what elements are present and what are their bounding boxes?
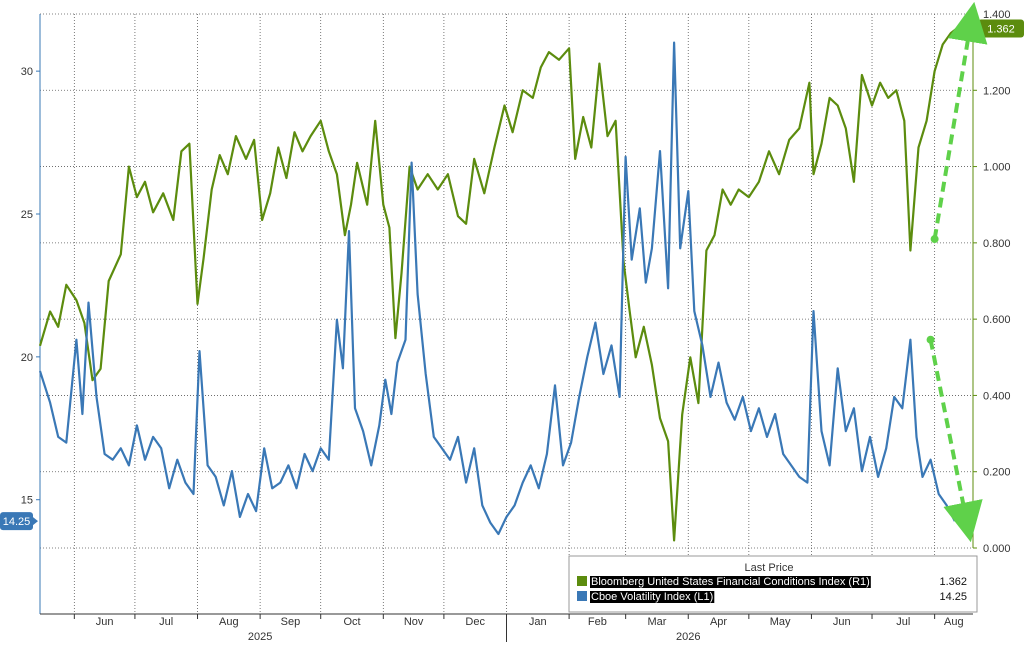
right-axis-tick-label: 0.600 <box>983 314 1011 326</box>
right-axis-tick-label: 1.000 <box>983 162 1011 174</box>
annotation-arrow <box>932 1 988 240</box>
legend-entry-value: 1.362 <box>939 576 967 588</box>
legend-entry-highlight <box>590 591 715 603</box>
x-axis-month-label: Feb <box>588 616 607 628</box>
legend-swatch <box>577 591 587 601</box>
fci-last-value: 1.362 <box>987 23 1015 35</box>
vix-flag-pointer <box>33 517 38 526</box>
x-axis-month-label: Mar <box>647 616 666 628</box>
left-axis-tick-label: 25 <box>21 209 33 221</box>
legend-entry-value: 14.25 <box>939 591 967 603</box>
x-axis-month-label: Oct <box>343 616 360 628</box>
x-axis-year-label: 2026 <box>676 631 700 643</box>
left-axis-tick-label: 15 <box>21 495 33 507</box>
legend-entry-name: Bloomberg United States Financial Condit… <box>591 576 870 588</box>
gridlines <box>40 13 973 614</box>
x-axis-month-label: Nov <box>404 616 424 628</box>
right-axis-tick-label: 0.800 <box>983 238 1011 250</box>
axes: 152025300.0000.2000.4000.6000.8001.0001.… <box>21 9 1011 643</box>
fci-last-value-flag <box>978 19 1024 38</box>
fci-flag-pointer <box>973 24 978 33</box>
right-axis-tick-label: 1.400 <box>983 9 1011 21</box>
vix-last-value: 14.25 <box>3 516 31 528</box>
right-axis-tick-label: 1.200 <box>983 85 1011 97</box>
annotation-layer <box>926 1 988 543</box>
x-axis-month-label: Aug <box>219 616 239 628</box>
annotation-arrow <box>928 339 983 543</box>
x-axis-month-label: Jun <box>833 616 851 628</box>
right-axis-tick-label: 0.400 <box>983 390 1011 402</box>
series-layer: 1.362 14.25 <box>0 19 1024 542</box>
legend: Last Price Bloomberg United States Financ… <box>568 555 978 613</box>
left-axis-tick-label: 30 <box>21 66 33 78</box>
x-axis-month-label: Jan <box>529 616 547 628</box>
x-axis-month-label: Jul <box>159 616 173 628</box>
legend-swatch <box>577 576 587 586</box>
x-axis-month-label: Aug <box>944 616 964 628</box>
legend-entry-name: Cboe Volatility Index (L1) <box>591 591 713 603</box>
x-axis-month-label: Jun <box>96 616 114 628</box>
x-axis-year-label: 2025 <box>248 631 272 643</box>
x-axis-month-label: Jul <box>896 616 910 628</box>
x-axis-month-label: Apr <box>710 616 727 628</box>
fci-series-line <box>38 27 958 542</box>
x-axis-month-label: Sep <box>281 616 301 628</box>
x-axis-month-label: Dec <box>465 616 485 628</box>
legend-entry-highlight <box>590 576 871 588</box>
vix-series-line <box>38 41 956 536</box>
x-axis-month-label: May <box>770 616 791 628</box>
vix-last-value-flag <box>0 512 33 531</box>
left-axis-tick-label: 20 <box>21 352 33 364</box>
legend-title: Last Price <box>745 562 794 574</box>
right-axis-tick-label: 0.200 <box>983 467 1011 479</box>
right-axis-tick-label: 0.000 <box>983 543 1011 555</box>
